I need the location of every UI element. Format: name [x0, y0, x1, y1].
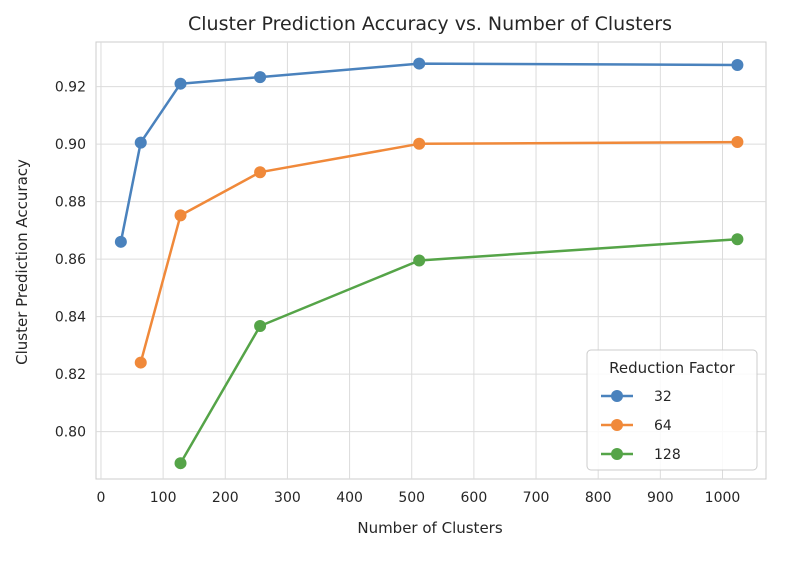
- y-tick-label: 0.88: [55, 195, 86, 211]
- data-point: [174, 457, 187, 470]
- data-point: [413, 57, 426, 70]
- data-point: [254, 320, 267, 333]
- x-tick-label: 300: [274, 490, 301, 506]
- x-tick-labels: 0 100 200 300 400 500 600 700 800 900 1000: [97, 490, 741, 506]
- x-tick-label: 500: [398, 490, 425, 506]
- legend-item-32: 32: [601, 389, 672, 405]
- legend-items: 32 64 128: [601, 389, 681, 463]
- y-tick-label: 0.80: [55, 425, 86, 441]
- legend-marker: [611, 448, 623, 460]
- x-tick-label: 400: [336, 490, 363, 506]
- data-point: [174, 209, 187, 222]
- data-point: [731, 233, 744, 246]
- legend-label: 32: [654, 389, 672, 405]
- data-point: [731, 136, 744, 149]
- data-point: [413, 137, 426, 150]
- x-tick-label: 600: [461, 490, 488, 506]
- y-tick-label: 0.84: [55, 310, 86, 326]
- x-tick-label: 700: [523, 490, 550, 506]
- grid: [96, 42, 766, 479]
- series-64: [134, 136, 744, 369]
- x-axis-label: Number of Clusters: [357, 519, 502, 537]
- x-tick-label: 800: [585, 490, 612, 506]
- legend-box: [586, 349, 758, 471]
- series-128: [174, 233, 744, 470]
- data-point: [731, 59, 744, 71]
- series-line-128: [179, 237, 738, 464]
- y-tick-label: 0.90: [55, 137, 86, 153]
- data-point: [134, 136, 147, 149]
- x-tick-label: 0: [97, 490, 106, 506]
- data-point: [134, 356, 147, 369]
- legend-label: 64: [654, 418, 672, 434]
- x-tick-label: 1000: [705, 490, 741, 506]
- series-32: [114, 57, 744, 248]
- legend-item-128: 128: [601, 447, 681, 463]
- x-tick-label: 900: [647, 490, 674, 506]
- y-axis-label: Cluster Prediction Accuracy: [13, 159, 31, 365]
- data-point: [413, 254, 426, 267]
- legend: Reduction Factor 32 64 128: [586, 349, 758, 471]
- data-point: [174, 77, 187, 90]
- legend-marker: [611, 419, 623, 431]
- x-tick-label: 200: [212, 490, 239, 506]
- y-tick-label: 0.82: [55, 367, 86, 383]
- legend-item-64: 64: [601, 418, 672, 434]
- data-point: [114, 235, 127, 248]
- y-tick-label: 0.86: [55, 252, 86, 268]
- legend-title: Reduction Factor: [609, 359, 736, 377]
- data-point: [254, 71, 267, 84]
- data-point: [254, 166, 267, 179]
- y-tick-labels: 0.80 0.82 0.84 0.86 0.88 0.90 0.92: [55, 80, 86, 441]
- legend-label: 128: [654, 447, 681, 463]
- x-tick-label: 100: [150, 490, 177, 506]
- y-tick-label: 0.92: [55, 80, 86, 96]
- chart-title: Cluster Prediction Accuracy vs. Number o…: [188, 13, 672, 35]
- series-line-32: [119, 62, 738, 243]
- legend-marker: [611, 390, 623, 402]
- series-layer: [114, 57, 744, 470]
